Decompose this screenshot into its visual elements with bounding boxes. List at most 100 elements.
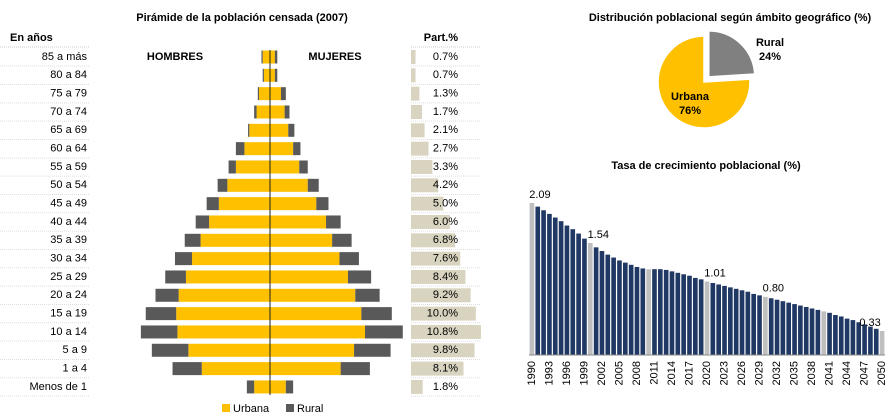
bar xyxy=(698,279,704,355)
value-label: 0.80 xyxy=(763,283,784,295)
bar-hombres xyxy=(200,233,270,247)
bar-mujeres xyxy=(307,178,319,192)
share-bar xyxy=(411,288,471,303)
x-tick-label: 2047 xyxy=(858,361,870,385)
bar xyxy=(751,293,757,355)
bar xyxy=(815,309,821,355)
bar xyxy=(582,238,587,355)
category-label: 65 a 69 xyxy=(50,124,87,136)
bar xyxy=(833,315,838,355)
category-label: 10 a 14 xyxy=(50,326,87,338)
bar-hombres xyxy=(140,325,178,339)
bar xyxy=(529,203,535,355)
bar xyxy=(652,269,657,355)
category-label: 40 a 44 xyxy=(50,216,87,228)
bar-hombres xyxy=(206,197,219,211)
share-bar xyxy=(411,159,433,174)
bar-hombres xyxy=(262,68,264,82)
slice-label: Rural xyxy=(756,37,784,49)
category-label: Menos de 1 xyxy=(30,381,87,393)
pie-slice xyxy=(708,30,756,78)
bar xyxy=(570,229,576,355)
category-header: En años xyxy=(10,32,53,44)
share-bar xyxy=(411,196,444,211)
x-tick-label: 2020 xyxy=(701,361,713,385)
category-label: 60 a 64 xyxy=(50,143,87,155)
share-bar xyxy=(411,361,464,376)
bar xyxy=(535,206,541,355)
category-label: 20 a 24 xyxy=(50,289,87,301)
bar xyxy=(798,305,803,355)
bar xyxy=(552,217,558,355)
bar-mujeres xyxy=(270,160,300,174)
bar-hombres xyxy=(218,197,270,211)
bar xyxy=(868,326,873,355)
slice-value: 24% xyxy=(759,51,781,63)
bar-hombres xyxy=(192,252,270,266)
bar-mujeres xyxy=(347,270,372,284)
bar xyxy=(704,281,710,355)
share-label: 2.7% xyxy=(433,143,458,155)
bar-mujeres xyxy=(270,307,362,321)
x-tick-label: 2005 xyxy=(613,361,625,385)
bar xyxy=(605,254,611,355)
bar xyxy=(541,210,546,355)
left-label: HOMBRES xyxy=(147,51,203,63)
bar-mujeres xyxy=(270,178,308,192)
value-label: 1.01 xyxy=(704,267,725,279)
bar-hombres xyxy=(174,252,193,266)
x-tick-label: 2041 xyxy=(823,361,835,385)
category-label: 80 a 84 xyxy=(50,69,87,81)
bar-hombres xyxy=(244,142,270,156)
share-label: 1.7% xyxy=(433,106,458,118)
bar-hombres xyxy=(178,288,270,302)
bar xyxy=(640,268,646,355)
share-bar xyxy=(411,379,423,394)
bar-mujeres xyxy=(270,252,340,266)
bar-hombres xyxy=(184,233,201,247)
bar xyxy=(558,221,564,355)
share-label: 8.1% xyxy=(433,363,458,375)
share-bar xyxy=(411,233,456,248)
bar xyxy=(786,302,792,355)
bar xyxy=(593,247,599,355)
bar-hombres xyxy=(172,362,202,376)
bar xyxy=(634,267,640,355)
bar xyxy=(722,285,727,355)
bar xyxy=(768,298,774,355)
bar-hombres xyxy=(254,105,257,119)
bar-hombres xyxy=(188,343,270,357)
category-label: 50 a 54 xyxy=(50,179,87,191)
legend-label: Urbana xyxy=(233,403,270,415)
bar-mujeres xyxy=(270,50,275,64)
bar xyxy=(599,251,605,355)
bar-hombres xyxy=(227,178,270,192)
bar-mujeres xyxy=(326,215,341,229)
bar xyxy=(803,307,809,355)
legend-swatch xyxy=(222,404,230,412)
bar-hombres xyxy=(155,288,179,302)
bar-mujeres xyxy=(270,233,333,247)
share-label: 0.7% xyxy=(433,51,458,63)
category-label: 30 a 34 xyxy=(50,253,87,265)
share-bar xyxy=(411,86,420,101)
legend-swatch xyxy=(286,404,294,412)
bar xyxy=(693,277,698,355)
share-label: 3.3% xyxy=(433,161,458,173)
bar-hombres xyxy=(261,50,263,64)
share-label: 5.0% xyxy=(433,198,458,210)
bar-hombres xyxy=(259,87,270,101)
bar-hombres xyxy=(228,160,236,174)
share-label: 2.1% xyxy=(433,124,458,136)
share-bar xyxy=(411,269,466,284)
bar xyxy=(646,269,651,355)
share-bar xyxy=(411,251,461,266)
slice-value: 76% xyxy=(679,105,701,117)
x-tick-label: 2014 xyxy=(666,361,678,385)
bar-hombres xyxy=(209,215,270,229)
x-tick-label: 2050 xyxy=(876,361,888,385)
share-bar xyxy=(411,68,416,83)
bar xyxy=(850,320,856,355)
bar-hombres xyxy=(262,50,270,64)
share-label: 9.2% xyxy=(433,289,458,301)
